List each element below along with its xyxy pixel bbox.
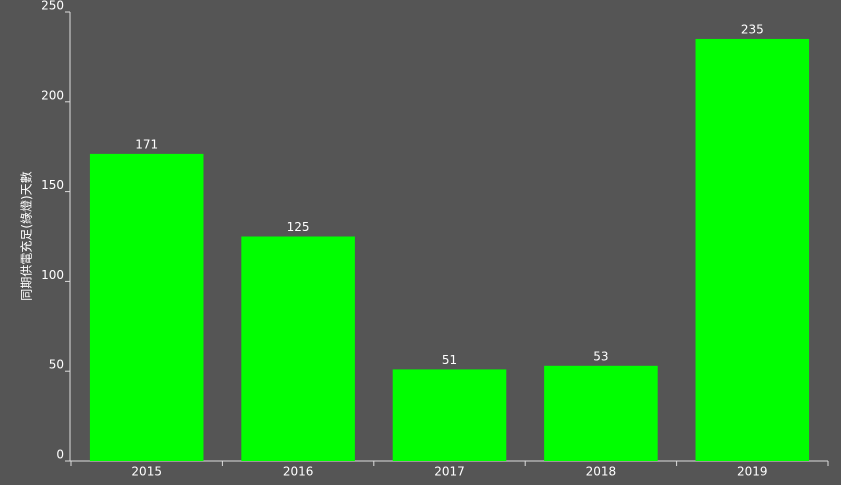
x-tick-label: 2018 <box>586 465 617 479</box>
y-tick-label: 0 <box>56 448 64 462</box>
data-label: 51 <box>442 353 457 367</box>
bar <box>392 369 507 461</box>
y-tick-label: 200 <box>41 88 64 102</box>
bar <box>241 236 355 461</box>
data-label: 125 <box>287 220 310 234</box>
y-tick-label: 50 <box>49 358 64 372</box>
y-axis-title: 同期供電充足(綠燈)天數 <box>19 171 34 300</box>
data-label: 171 <box>135 137 158 151</box>
bar <box>544 365 658 461</box>
bar <box>89 153 204 461</box>
y-tick-label: 150 <box>41 178 64 192</box>
x-tick-label: 2019 <box>737 465 768 479</box>
bar <box>695 38 810 461</box>
x-tick-label: 2016 <box>283 465 314 479</box>
data-label: 53 <box>593 349 608 363</box>
y-tick-label: 250 <box>41 0 64 13</box>
y-tick-label: 100 <box>41 268 64 282</box>
data-label: 235 <box>741 22 764 36</box>
x-tick-label: 2017 <box>434 465 465 479</box>
x-tick-label: 2015 <box>131 465 162 479</box>
